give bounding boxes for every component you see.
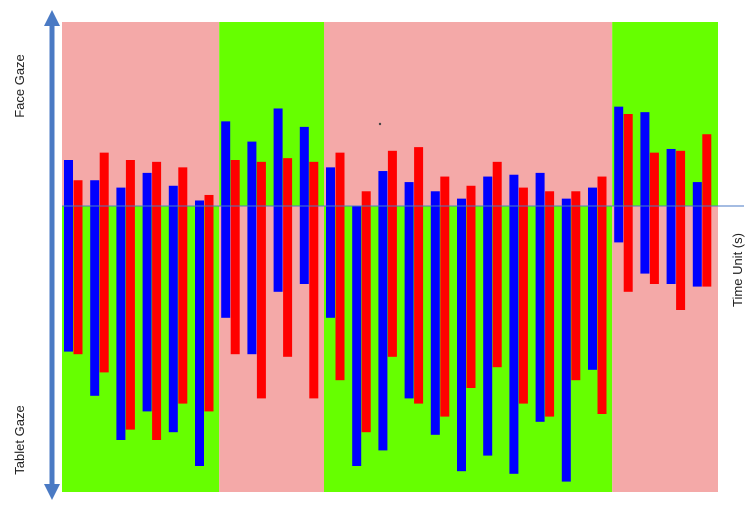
bar-blue-21 [614, 106, 624, 243]
bar-red-15 [466, 185, 476, 388]
bars [64, 106, 712, 482]
bar-red-12 [387, 150, 397, 357]
bar-blue-18 [535, 172, 545, 422]
y-axis-bottom-label: Tablet Gaze [12, 405, 27, 474]
bar-blue-9 [299, 126, 309, 284]
bar-red-10 [335, 152, 345, 381]
bar-blue-8 [273, 108, 283, 292]
y-axis-arrow-down [44, 484, 60, 500]
bar-blue-1 [90, 180, 100, 396]
bar-red-19 [571, 191, 581, 381]
region-2-top [324, 22, 613, 206]
bar-red-8 [283, 158, 293, 357]
bar-blue-13 [404, 182, 414, 399]
bar-red-5 [204, 194, 214, 412]
bar-blue-24 [692, 182, 702, 287]
bar-red-14 [440, 176, 450, 417]
bar-blue-15 [457, 198, 466, 472]
bar-blue-7 [247, 141, 257, 355]
bar-red-24 [702, 134, 712, 287]
bar-red-2 [125, 160, 135, 430]
bar-red-6 [230, 160, 240, 355]
bar-blue-6 [221, 121, 231, 318]
bar-blue-4 [168, 185, 178, 433]
bar-red-17 [518, 187, 528, 404]
x-axis-label: Time Unit (s) [730, 233, 745, 307]
bar-blue-10 [326, 167, 335, 318]
bar-red-11 [361, 191, 371, 433]
bar-red-7 [256, 161, 266, 399]
bar-red-22 [649, 152, 659, 284]
bar-red-16 [492, 161, 502, 368]
bar-red-0 [73, 180, 83, 355]
bar-blue-12 [378, 171, 388, 451]
bar-blue-20 [588, 187, 597, 370]
bar-red-3 [152, 161, 162, 440]
bar-blue-17 [509, 174, 519, 474]
y-axis-top-label: Face Gaze [12, 54, 27, 118]
bar-blue-16 [483, 176, 493, 456]
bar-blue-2 [116, 187, 126, 440]
bar-blue-19 [561, 198, 571, 482]
region-0-bottom [62, 206, 220, 492]
bar-blue-5 [195, 200, 204, 467]
axes [44, 10, 744, 500]
bar-blue-23 [666, 148, 676, 284]
bar-red-13 [414, 147, 424, 404]
bar-blue-22 [640, 112, 650, 274]
bar-red-20 [597, 176, 607, 414]
region-0-top [62, 22, 220, 206]
bar-red-18 [545, 191, 555, 417]
bar-red-4 [178, 167, 188, 404]
bar-blue-3 [142, 172, 152, 412]
bar-red-9 [309, 161, 319, 399]
bar-blue-11 [352, 206, 362, 466]
bar-blue-0 [64, 160, 73, 352]
bar-red-1 [99, 152, 109, 373]
dust-speck [378, 122, 382, 126]
bar-red-21 [623, 114, 633, 292]
bar-blue-14 [430, 191, 440, 435]
y-axis-arrow-up [44, 10, 60, 26]
bar-red-23 [676, 150, 686, 310]
